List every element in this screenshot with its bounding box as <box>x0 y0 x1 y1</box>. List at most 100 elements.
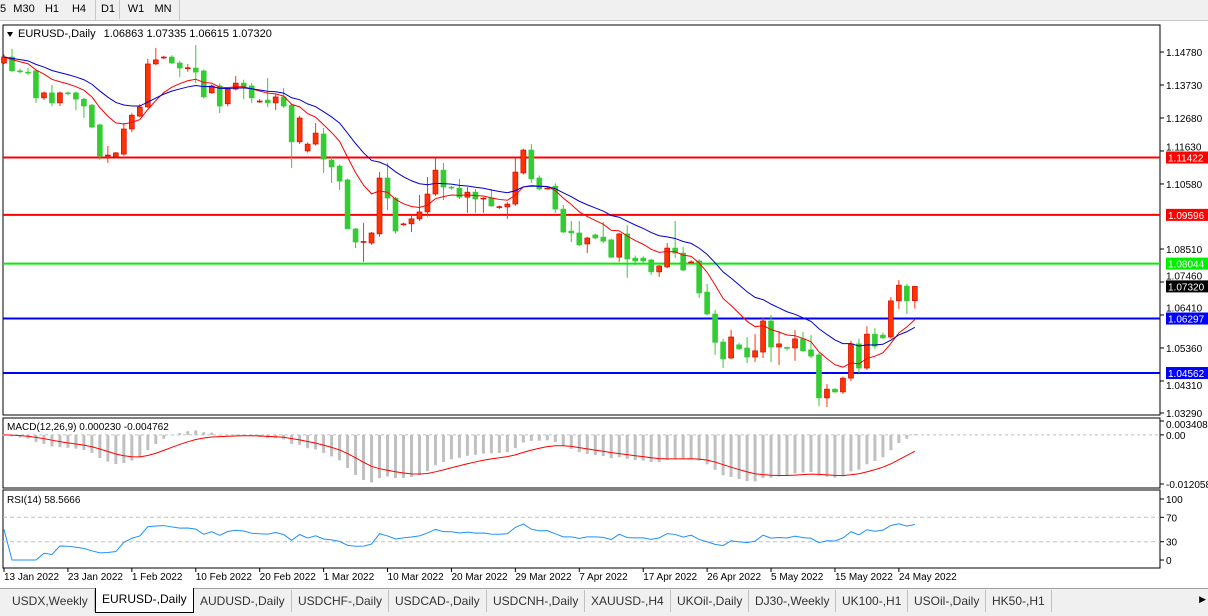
macd-histogram-bar <box>505 434 509 453</box>
candle <box>41 91 47 101</box>
candle <box>792 330 798 361</box>
candle <box>896 280 902 310</box>
ohlc-readout: 1.06863 1.07335 1.06615 1.07320 <box>103 28 272 40</box>
collapse-triangle-icon[interactable] <box>7 32 13 37</box>
toolbar-separator <box>179 0 180 20</box>
date-label: 26 Apr 2022 <box>707 572 761 583</box>
candle <box>312 123 319 146</box>
chart-tab[interactable]: UK100-,H1 <box>836 590 909 612</box>
candle-body <box>648 259 654 273</box>
candle-body <box>824 388 830 399</box>
candle <box>480 197 487 213</box>
macd-histogram-bar <box>402 434 405 479</box>
timeframe-h4-button[interactable]: H4 <box>71 3 87 15</box>
chart-tab[interactable]: USDCHF-,Daily <box>292 590 389 612</box>
date-label: 17 Apr 2022 <box>643 572 697 583</box>
level-price-label: 1.11422 <box>1168 154 1204 165</box>
candle-body <box>600 236 607 242</box>
candle-body <box>688 261 694 264</box>
candle-body <box>168 56 175 64</box>
candle <box>536 175 543 191</box>
chart-tab[interactable]: DJ30-,Weekly <box>749 590 837 612</box>
candle <box>768 314 774 363</box>
chart-tab[interactable]: HK50-,H1 <box>986 590 1052 612</box>
chart-tab[interactable]: AUDUSD-,Daily <box>194 590 292 612</box>
chart-tab[interactable]: UKOil-,Daily <box>671 590 750 612</box>
candle-body <box>816 354 822 399</box>
candle <box>888 297 894 339</box>
chart-tabs: USDX,Weekly EURUSD-,Daily AUDUSD-,Daily USD… <box>0 588 1208 616</box>
tabs-scroll-right-icon[interactable]: ▶ <box>1199 594 1206 604</box>
candle-body <box>616 233 623 258</box>
candle <box>600 221 607 244</box>
candle-body <box>296 117 303 143</box>
candle-body <box>9 56 15 72</box>
rsi-tick-label: 30 <box>1166 538 1178 549</box>
candle-body <box>216 85 223 107</box>
chart-title: EURUSD-,Daily <box>18 28 96 40</box>
candle-body <box>776 343 782 348</box>
candle-body <box>145 63 151 108</box>
candle-body <box>288 104 295 143</box>
candle-body <box>440 169 447 188</box>
price-tick-label: 1.11630 <box>1166 143 1202 154</box>
timeframe-h1-button[interactable]: H1 <box>44 3 60 15</box>
macd-histogram-bar <box>146 434 150 451</box>
candle <box>608 238 615 259</box>
price-tick-label: 1.08510 <box>1166 245 1203 256</box>
candle <box>568 221 575 243</box>
chart-tab[interactable]: EURUSD-,Daily <box>95 588 194 613</box>
macd-histogram-bar <box>106 434 110 462</box>
macd-tick-label: 0.003408 <box>1166 420 1208 431</box>
candle-body <box>640 257 647 262</box>
candle <box>816 352 822 407</box>
candle-body <box>624 233 631 260</box>
candle <box>464 187 471 213</box>
price-tick-label: 1.03290 <box>1166 409 1203 420</box>
macd-histogram-bar <box>713 434 717 470</box>
macd-histogram-bar <box>745 434 749 482</box>
candle-body <box>89 104 95 128</box>
macd-histogram-bar <box>226 434 230 436</box>
chart-tab[interactable]: USDX,Weekly <box>6 590 95 612</box>
timeframe-m30-button[interactable]: M30 <box>13 3 35 15</box>
date-label: 10 Mar 2022 <box>388 572 445 583</box>
candle-body <box>848 343 854 379</box>
candle-body <box>872 333 878 347</box>
candle <box>760 318 766 359</box>
macd-histogram-bar <box>409 434 413 477</box>
candle-body <box>544 187 551 190</box>
candle <box>153 47 159 66</box>
date-label: 24 May 2022 <box>899 572 957 583</box>
price-tick-label: 1.12680 <box>1166 114 1203 125</box>
date-label: 5 May 2022 <box>771 572 824 583</box>
candle-body <box>328 159 335 168</box>
rsi-tick-label: 70 <box>1166 513 1178 524</box>
chart-tab[interactable]: USDCNH-,Daily <box>487 590 586 612</box>
chart-tab[interactable]: USOil-,Daily <box>908 590 987 612</box>
timeframe-d1-button[interactable]: D1 <box>97 0 120 19</box>
macd-histogram-bar <box>66 434 70 448</box>
candle-body <box>536 177 543 190</box>
candle-body <box>41 92 47 99</box>
candle <box>192 45 199 84</box>
candle-body <box>424 193 431 213</box>
date-label: 1 Feb 2022 <box>132 572 183 583</box>
macd-histogram-bar <box>154 434 158 445</box>
candle <box>280 88 287 108</box>
timeframe-mn-button[interactable]: MN <box>154 3 172 15</box>
macd-histogram-bar <box>322 434 326 454</box>
candle <box>728 330 734 360</box>
date-label: 7 Apr 2022 <box>579 572 628 583</box>
candle <box>161 55 167 60</box>
chart-tab[interactable]: XAUUSD-,H4 <box>585 590 671 612</box>
timeframe-m5-button[interactable]: 5 <box>0 3 7 15</box>
price-tick-label: 1.13730 <box>1166 81 1203 92</box>
timeframe-w1-button[interactable]: W1 <box>127 3 145 15</box>
level-price-tag <box>1166 312 1208 325</box>
chart-tab[interactable]: USDCAD-,Daily <box>389 590 487 612</box>
macd-tick-label: -0.012058 <box>1166 480 1208 491</box>
candle <box>800 331 806 353</box>
candle <box>224 87 231 107</box>
